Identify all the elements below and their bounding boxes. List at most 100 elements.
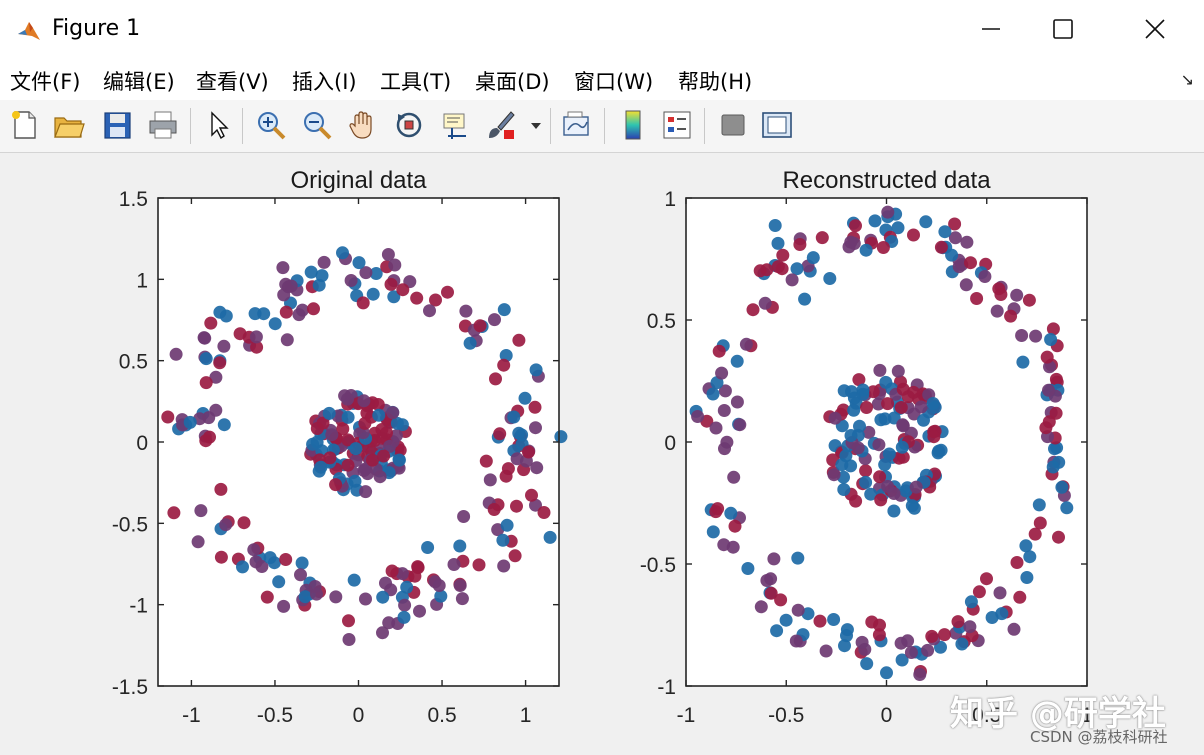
scatter-point	[891, 221, 905, 235]
scatter-point	[881, 205, 895, 219]
menu-file[interactable]: 文件(F)	[10, 70, 81, 94]
menu-tools[interactable]: 工具(T)	[380, 70, 452, 94]
scatter-point	[919, 215, 933, 229]
scatter-point	[741, 562, 755, 575]
scatter-point	[280, 333, 294, 347]
scatter-point	[978, 270, 992, 283]
scatter-point	[1033, 516, 1047, 530]
legend-icon[interactable]	[660, 108, 694, 142]
scatter-point	[720, 435, 734, 449]
scatter-point	[798, 292, 812, 306]
scatter-point	[341, 433, 355, 447]
scatter-point	[872, 438, 886, 452]
scatter-point	[767, 552, 781, 566]
scatter-point	[730, 395, 744, 409]
axis-ticks-reconstructed: -1 -0.5 0 0.5 1 1 0.5 0 -0.5 -1	[640, 188, 1093, 727]
scatter-point	[497, 358, 511, 372]
rotate-3d-icon[interactable]	[392, 108, 426, 142]
scatter-point	[398, 598, 412, 612]
scatter-point	[342, 614, 355, 628]
scatter-point	[543, 530, 557, 544]
print-icon[interactable]	[146, 108, 180, 142]
hide-plot-tools-icon[interactable]	[716, 108, 750, 142]
scatter-point	[980, 572, 993, 586]
scatter-point	[739, 337, 753, 351]
scatter-point	[852, 373, 866, 387]
scatter-point	[724, 506, 738, 520]
window-title: Figure 1	[52, 16, 141, 41]
scatter-point	[518, 391, 532, 405]
scatter-point	[878, 458, 892, 472]
scatter-point	[853, 419, 866, 433]
zoom-in-icon[interactable]	[254, 108, 288, 142]
scatter-point	[392, 453, 406, 467]
scatter-point	[457, 510, 471, 523]
menu-help[interactable]: 帮助(H)	[678, 70, 753, 94]
scatter-point	[791, 603, 805, 617]
scatter-point	[183, 415, 197, 429]
scatter-point	[250, 340, 264, 354]
menu-bar: 文件(F) 编辑(E) 查看(V) 插入(I) 工具(T) 桌面(D) 窗口(W…	[0, 58, 1204, 100]
y-tick-label: -1	[129, 595, 148, 618]
scatter-point	[964, 595, 978, 609]
show-plot-tools-icon[interactable]	[760, 108, 794, 142]
open-file-icon[interactable]	[52, 108, 86, 142]
scatter-point	[1042, 383, 1055, 397]
plots-svg: -1 -0.5 0 0.5 1 1.5 1 0.5 0 -0.5 -1 -1.5 Original d…	[112, 167, 1093, 727]
scatter-point	[284, 279, 298, 293]
new-figure-icon[interactable]	[8, 108, 42, 142]
scatter-point	[754, 600, 768, 614]
menu-window[interactable]: 窗口(W)	[574, 70, 654, 94]
scatter-point	[790, 262, 804, 276]
brush-dropdown-icon[interactable]	[528, 108, 544, 142]
scatter-point	[1010, 556, 1024, 569]
select-pointer-icon[interactable]	[202, 108, 236, 142]
scatter-point	[358, 416, 372, 430]
scatter-point	[1040, 350, 1054, 364]
zoom-out-icon[interactable]	[300, 108, 334, 142]
scatter-point	[530, 461, 544, 475]
scatter-point	[395, 567, 409, 581]
scatter-point	[236, 560, 249, 574]
pan-hand-icon[interactable]	[346, 108, 380, 142]
save-icon[interactable]	[100, 108, 134, 142]
watermark-zhihu: 知乎 @研学社	[950, 694, 1166, 734]
scatter-point	[323, 451, 337, 465]
scatter-point	[1049, 406, 1063, 420]
scatter-point	[408, 569, 422, 583]
scatter-point	[896, 418, 910, 432]
x-tick-label: -0.5	[768, 704, 804, 727]
scatter-point	[525, 488, 538, 502]
menu-desktop[interactable]: 桌面(D)	[475, 70, 550, 94]
scatter-point	[827, 613, 841, 626]
minimize-button[interactable]	[968, 0, 1014, 58]
y-tick-label: -0.5	[640, 554, 676, 577]
colorbar-icon[interactable]	[616, 108, 650, 142]
close-button[interactable]	[1132, 0, 1178, 58]
brush-icon[interactable]	[484, 108, 518, 142]
scatter-point	[926, 397, 940, 410]
menu-insert[interactable]: 插入(I)	[292, 70, 357, 94]
scatter-point	[828, 411, 842, 425]
scatter-point	[891, 364, 905, 378]
scatter-point	[342, 633, 356, 646]
link-plot-icon[interactable]	[560, 108, 594, 142]
scatter-point	[376, 626, 389, 640]
scatter-point	[380, 426, 393, 440]
menu-view[interactable]: 查看(V)	[196, 70, 269, 94]
scatter-point	[706, 525, 720, 539]
undock-arrow-icon[interactable]: ↘	[1180, 70, 1194, 89]
scatter-point	[1032, 498, 1046, 512]
menu-edit[interactable]: 编辑(E)	[103, 70, 175, 94]
scatter-point	[341, 392, 354, 406]
data-cursor-icon[interactable]	[438, 108, 472, 142]
scatter-point	[813, 614, 827, 628]
axes-original[interactable]: -1 -0.5 0 0.5 1 1.5 1 0.5 0 -0.5 -1 -1.5 Original d…	[112, 167, 568, 727]
y-tick-label: 0.5	[647, 310, 676, 333]
axes-reconstructed[interactable]: -1 -0.5 0 0.5 1 1 0.5 0 -0.5 -1 Reconstructed dat…	[640, 167, 1093, 727]
scatter-point	[895, 440, 909, 454]
maximize-button[interactable]	[1040, 0, 1086, 58]
scatter-point	[276, 261, 290, 275]
figure-toolbar	[0, 100, 1204, 153]
scatter-point	[507, 410, 521, 424]
